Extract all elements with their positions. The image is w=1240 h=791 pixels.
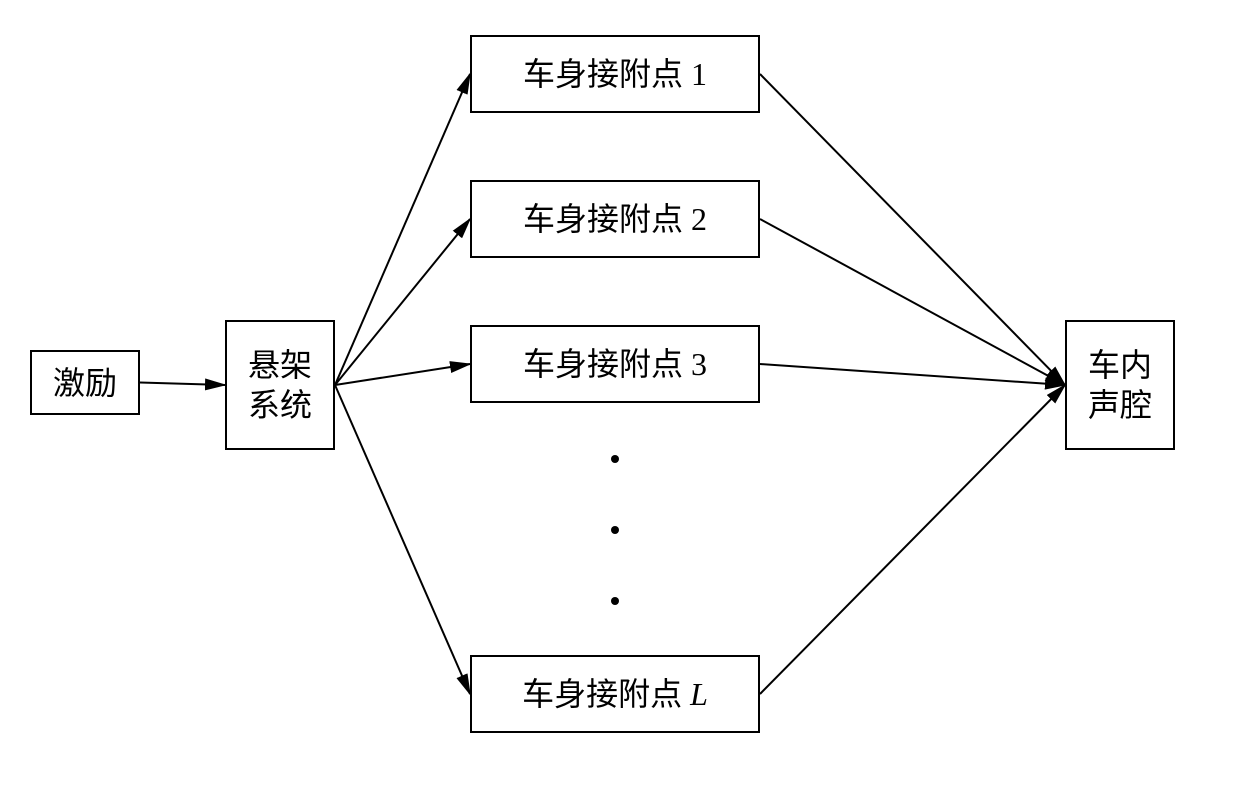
node-excitation: 激励 [30,350,140,415]
edge-arrow [335,385,470,694]
vertical-ellipsis [611,455,619,605]
edge-arrow [335,219,470,385]
node-attach3: 车身接附点 3 [470,325,760,403]
edge-arrow [760,385,1065,694]
dot-icon [611,455,619,463]
node-excitation-label: 激励 [53,363,117,403]
node-cavity-label: 车内 声腔 [1088,345,1152,425]
node-attach3-label: 车身接附点 3 [523,344,707,384]
dot-icon [611,597,619,605]
node-cavity: 车内 声腔 [1065,320,1175,450]
node-attachL-label: 车身接附点 L [522,674,708,714]
node-attachL: 车身接附点 L [470,655,760,733]
node-attach1: 车身接附点 1 [470,35,760,113]
edge-arrow [140,383,225,386]
node-attach2-label: 车身接附点 2 [523,199,707,239]
edge-arrow [335,74,470,385]
edge-arrow [760,364,1065,385]
node-attach2: 车身接附点 2 [470,180,760,258]
dot-icon [611,526,619,534]
node-suspension: 悬架 系统 [225,320,335,450]
edge-arrow [760,74,1065,385]
node-attach1-label: 车身接附点 1 [523,54,707,94]
edge-arrow [760,219,1065,385]
node-suspension-label: 悬架 系统 [248,345,312,425]
edge-arrow [335,364,470,385]
